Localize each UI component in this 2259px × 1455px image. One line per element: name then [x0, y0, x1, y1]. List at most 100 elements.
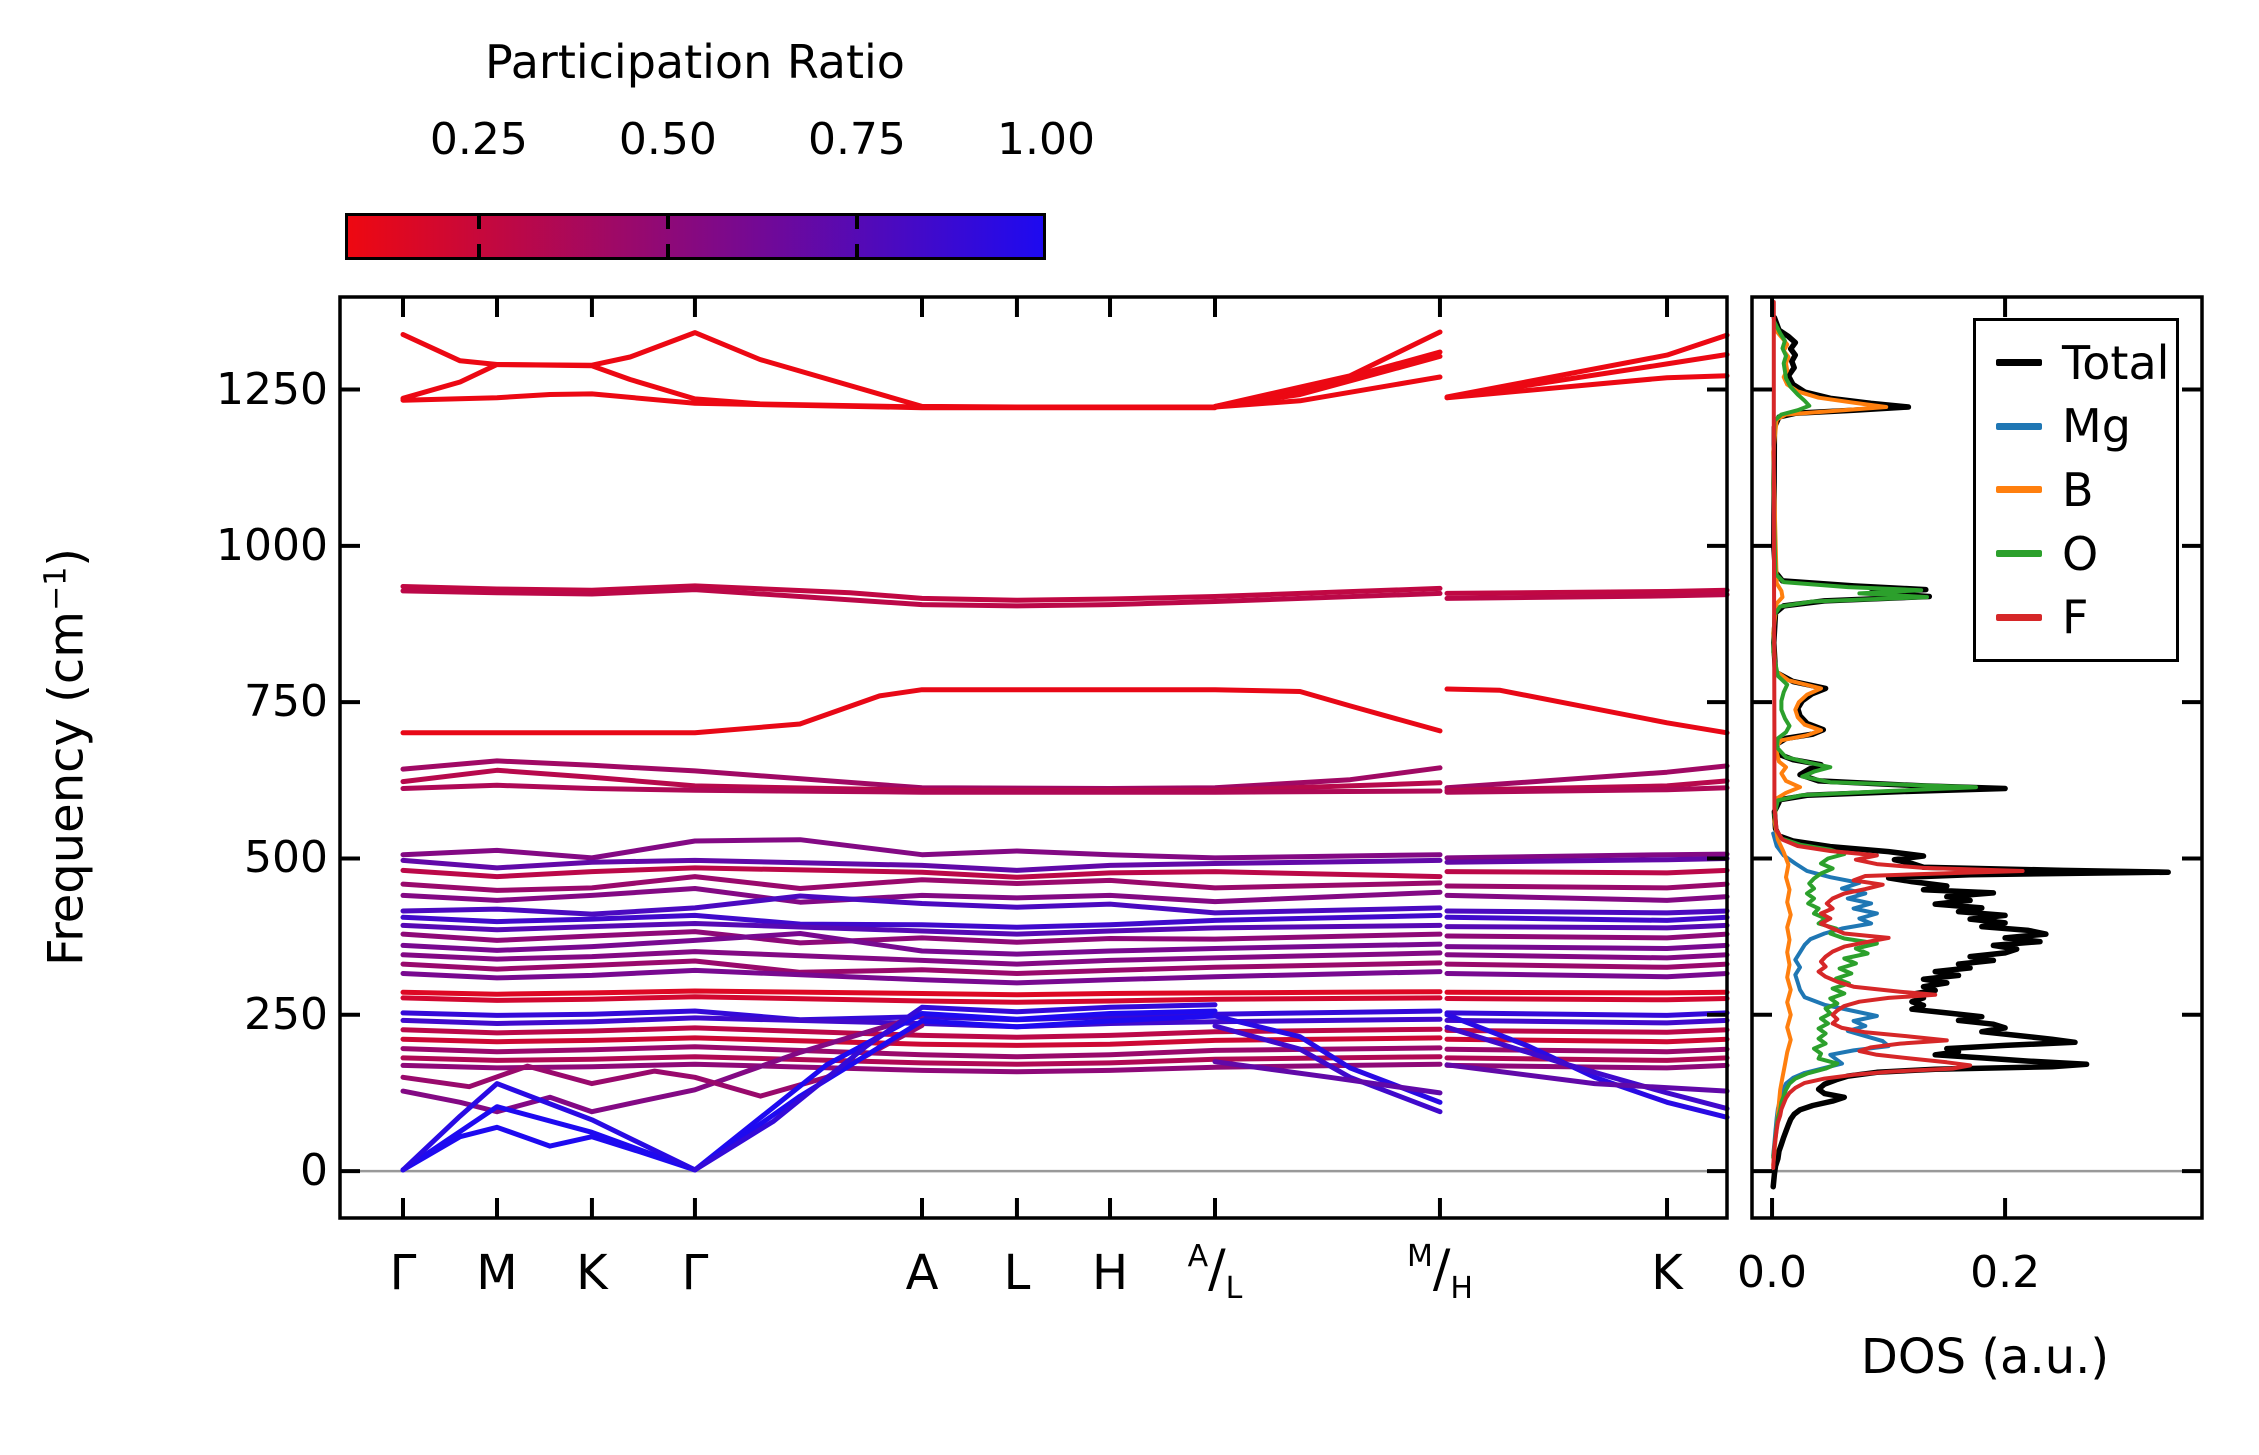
y-tick-label-250: 250 — [244, 988, 328, 1040]
dos-curve-f — [1771, 300, 2025, 1170]
band-line — [400, 1035, 1443, 1048]
band-line — [400, 893, 1443, 917]
colorbar-tick-mark — [665, 216, 670, 229]
y-tick-label-750: 750 — [244, 676, 328, 728]
band-panel-border — [338, 295, 1729, 1220]
band-line — [1444, 989, 1730, 996]
band-line — [1444, 373, 1730, 401]
band-line — [1444, 867, 1730, 876]
legend-entry-o: O — [1996, 531, 2176, 577]
band-line — [400, 391, 1218, 411]
band-line — [400, 988, 1443, 998]
colorbar-tick-mark — [854, 244, 859, 257]
band-line — [1444, 1062, 1730, 1071]
band-line — [400, 583, 1443, 603]
dos-tick-label-0.2: 0.2 — [1970, 1247, 2041, 1298]
legend-line-sample — [1996, 422, 2042, 430]
band-line — [400, 912, 1443, 930]
band-line — [400, 587, 1443, 609]
band-line — [400, 687, 1443, 736]
band-line — [1444, 1010, 1730, 1018]
band-line — [1444, 592, 1730, 601]
band-line — [1444, 1046, 1730, 1055]
k-point-label-M-H: M/H — [1406, 1239, 1473, 1306]
k-point-label-Γ: Γ — [389, 1245, 417, 1301]
band-line — [1212, 329, 1443, 409]
y-axis-label: Frequency (cm−1) — [38, 548, 95, 966]
band-line — [692, 1002, 1218, 1173]
band-line — [692, 1008, 1218, 1173]
dos-tick-label-0.0: 0.0 — [1737, 1247, 1808, 1298]
band-line — [400, 994, 1443, 1005]
k-point-label-L: L — [1003, 1245, 1031, 1301]
band-line — [1444, 1024, 1730, 1112]
band-line — [1444, 332, 1730, 400]
y-tick-label-0: 0 — [300, 1145, 328, 1197]
legend-label: Total — [2062, 335, 2170, 390]
colorbar-tick-mark — [476, 216, 481, 229]
legend-label: F — [2062, 590, 2089, 645]
band-line — [400, 1054, 1443, 1067]
band-line — [400, 967, 1443, 986]
legend-line-sample — [1996, 550, 2042, 558]
dos-panel-border — [1750, 295, 2204, 1220]
band-line — [1444, 931, 1730, 941]
band-line — [1444, 996, 1730, 1003]
legend-label: O — [2062, 526, 2099, 581]
band-line — [1444, 763, 1730, 791]
band-line — [1444, 881, 1730, 891]
legend-line-sample — [1996, 613, 2042, 621]
band-line — [1444, 785, 1730, 795]
band-line — [400, 949, 1443, 967]
band-line — [1444, 892, 1730, 903]
legend-entry-total: Total — [1996, 340, 2176, 386]
band-line — [1444, 942, 1730, 951]
legend-entry-b: B — [1996, 467, 2176, 513]
dos-curve-o — [1771, 320, 1978, 1160]
legend-line-sample — [1996, 359, 2042, 367]
band-line — [400, 837, 1443, 861]
band-line — [400, 931, 1443, 957]
y-tick-label-1250: 1250 — [216, 363, 328, 415]
band-line — [400, 958, 1443, 976]
k-point-label-H: H — [1091, 1245, 1129, 1301]
band-line — [1444, 961, 1730, 970]
legend-label: B — [2062, 462, 2094, 517]
y-axis-label-exponent: −1 — [38, 566, 74, 611]
colorbar-tick-label-1.00: 1.00 — [997, 114, 1095, 165]
band-line — [1444, 587, 1730, 596]
colorbar-tick-mark — [476, 244, 481, 257]
colorbar — [345, 213, 1046, 260]
band-line — [1444, 922, 1730, 931]
band-line — [1444, 851, 1730, 861]
y-tick-label-1000: 1000 — [216, 519, 328, 571]
band-line — [692, 1013, 1218, 1173]
band-line — [400, 1008, 1443, 1023]
band-line — [1444, 1012, 1730, 1120]
band-line — [400, 782, 1443, 795]
band-line — [400, 874, 1443, 893]
band-line — [400, 865, 1443, 880]
y-tick-label-500: 500 — [244, 832, 328, 884]
band-line — [1444, 1017, 1730, 1026]
band-line — [1444, 952, 1730, 961]
band-line — [400, 1081, 698, 1173]
legend-entry-mg: Mg — [1996, 403, 2176, 449]
colorbar-tick-label-0.50: 0.50 — [618, 114, 717, 165]
band-line — [1444, 1027, 1730, 1035]
band-line — [1444, 971, 1730, 980]
dos-axis-label: DOS (a.u.) — [1860, 1329, 2110, 1385]
dos-curve-b — [1771, 328, 1889, 1167]
legend-entry-f: F — [1996, 594, 2176, 640]
band-line — [1444, 778, 1730, 793]
band-line — [1444, 914, 1730, 923]
band-line — [1444, 1036, 1730, 1045]
band-line — [400, 857, 1443, 873]
band-line — [400, 1104, 698, 1173]
colorbar-tick-mark — [665, 244, 670, 257]
band-line — [400, 1025, 1443, 1040]
k-point-label-A-L: A/L — [1187, 1239, 1243, 1306]
k-point-label-K: K — [576, 1245, 608, 1301]
